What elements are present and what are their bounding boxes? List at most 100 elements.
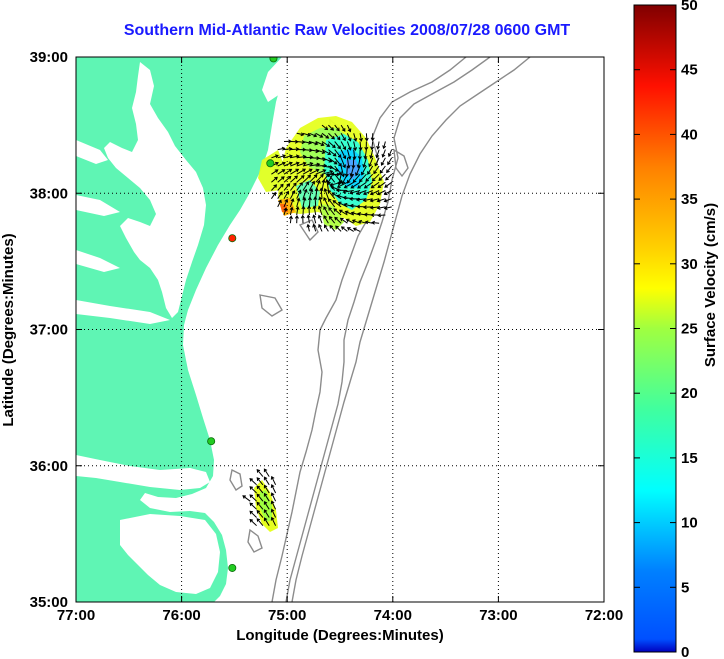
velocity-arrow (271, 169, 279, 175)
velocity-arrow (346, 173, 355, 184)
velocity-arrow (312, 205, 317, 216)
velocity-arrow (342, 189, 354, 194)
y-tick-label: 39:00 (30, 49, 68, 66)
velocity-arrow (315, 169, 327, 175)
velocity-arrow (334, 124, 340, 132)
velocity-arrow (334, 149, 342, 159)
bathymetry-contours (229, 57, 531, 602)
velocity-arrow (270, 484, 277, 494)
velocity-arrow (315, 173, 324, 183)
velocity-arrow (377, 181, 386, 189)
velocity-arrow (328, 149, 337, 157)
x-tick-label: 74:00 (374, 607, 412, 624)
colorbar-tick-label: 50 (681, 0, 698, 14)
velocity-arrow (321, 149, 332, 155)
velocity-arrow (323, 197, 329, 208)
velocity-arrow (382, 141, 387, 150)
station-marker (266, 159, 275, 168)
velocity-arrow (364, 133, 369, 142)
velocity-arrow (294, 214, 299, 224)
velocity-arrow (296, 168, 307, 175)
velocity-arrow (357, 149, 362, 160)
station-marker (207, 437, 216, 446)
velocity-arrow (283, 183, 291, 191)
velocity-arrow (328, 215, 336, 224)
velocity-arrow (378, 173, 386, 182)
velocity-arrow (263, 517, 270, 526)
velocity-arrow (373, 165, 380, 175)
velocity-arrow (296, 189, 302, 199)
velocity-arrow (377, 213, 386, 218)
velocity-arrow (370, 141, 375, 151)
velocity-arrow (340, 149, 347, 160)
velocity-arrow (306, 214, 311, 224)
colorbar-tick-label: 10 (681, 515, 698, 532)
velocity-arrow (283, 175, 292, 183)
velocity-arrow (369, 149, 374, 160)
velocity-arrow (277, 176, 285, 183)
velocity-arrow (363, 149, 368, 160)
velocity-arrow (352, 173, 361, 183)
velocity-arrow (358, 219, 367, 224)
velocity-arrow (379, 165, 386, 174)
velocity-arrow (340, 165, 345, 178)
velocity-arrow (370, 212, 380, 218)
colorbar-tick-label: 30 (681, 256, 698, 273)
velocity-arrow (369, 198, 380, 203)
x-axis-label: Longitude (Degrees:Minutes) (236, 627, 444, 644)
velocity-arrow (364, 141, 369, 151)
velocity-arrow (270, 492, 277, 502)
y-axis-label: Latitude (Degrees:Minutes) (0, 233, 17, 426)
velocity-arrow (290, 175, 298, 183)
velocity-arrow (289, 190, 296, 199)
velocity-arrow (309, 132, 318, 138)
colorbar-tick-label: 45 (681, 62, 698, 79)
velocity-arrow (256, 501, 264, 510)
velocity-arrow (321, 124, 329, 131)
station-marker (269, 57, 278, 63)
velocity-arrow (375, 149, 380, 159)
velocity-arrow (337, 174, 342, 186)
colorbar-tick-label: 15 (681, 450, 698, 467)
velocity-arrow (306, 223, 311, 232)
velocity-arrow (368, 157, 374, 168)
velocity-arrow (384, 181, 392, 188)
velocity-arrow (358, 133, 363, 142)
chesapeake-bay (104, 62, 206, 318)
velocity-arrow (376, 190, 386, 196)
velocity-arrow (387, 149, 393, 158)
velocity-arrow (321, 141, 331, 147)
delaware-bay (262, 57, 290, 102)
velocity-arrow (352, 149, 357, 161)
velocity-arrow (333, 208, 342, 216)
velocity-arrow (334, 216, 342, 224)
station-marker (228, 563, 237, 572)
velocity-arrow (302, 155, 314, 160)
velocity-arrow (351, 219, 361, 224)
velocity-arrow (328, 141, 336, 149)
velocity-arrow (325, 178, 330, 191)
x-tick-label: 76:00 (162, 607, 200, 624)
velocity-arrow (380, 157, 386, 166)
velocity-arrow (270, 508, 277, 518)
velocity-arrow (256, 493, 264, 502)
velocity-arrow (283, 161, 293, 167)
velocity-arrow (340, 226, 348, 232)
velocity-arrow (296, 161, 307, 167)
velocity-arrow (323, 206, 329, 216)
velocity-arrow (353, 141, 358, 152)
velocity-arrow (335, 225, 342, 232)
river-3 (76, 250, 120, 272)
velocity-arrow (256, 485, 264, 494)
velocity-arrow (302, 132, 311, 137)
colorbar-tick-label: 25 (681, 321, 698, 338)
velocity-arrow (351, 157, 356, 169)
velocity-arrow (277, 183, 284, 191)
velocity-arrow (277, 161, 286, 167)
velocity-arrow (290, 168, 300, 175)
velocity-arrow (344, 210, 354, 216)
velocity-arrow (308, 188, 314, 199)
velocity-arrow (332, 200, 342, 208)
velocity-arrow (356, 190, 367, 195)
